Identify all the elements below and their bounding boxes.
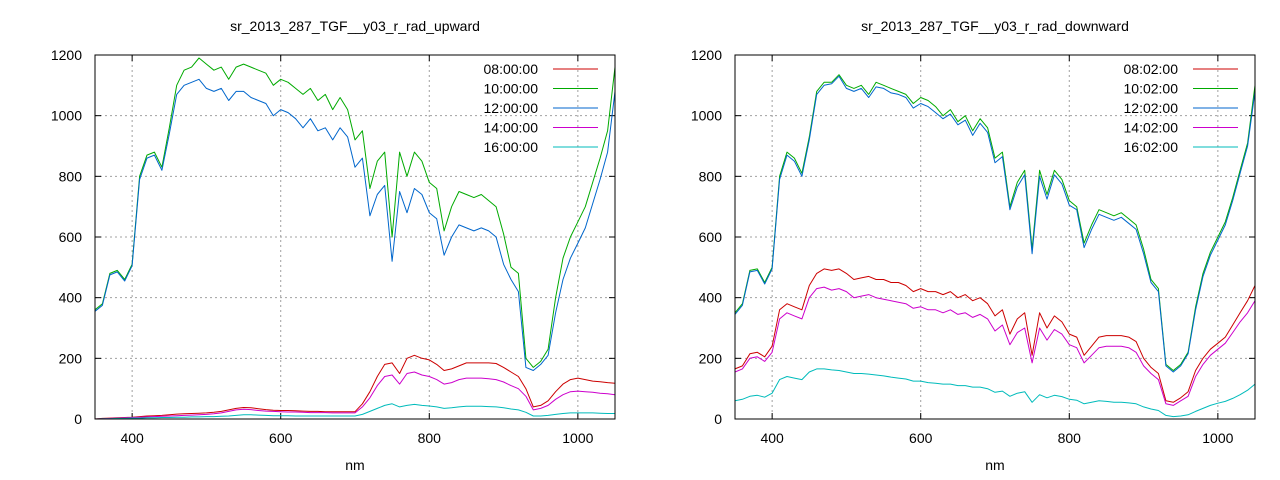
downward-radiance-chart-svg: sr_2013_287_TGF__y03_r_rad_downward 400 60… (691, 18, 1256, 473)
plot-frame (94, 54, 616, 420)
legend-label: 16:00:00 (484, 139, 539, 155)
x-tick-label: 800 (418, 430, 442, 446)
legend-label: 14:02:00 (1124, 120, 1179, 136)
series-line-140000 (94, 371, 616, 420)
y-tick-label: 200 (59, 350, 83, 366)
y-tick-label: 200 (699, 350, 723, 366)
series-line-120200 (734, 75, 1256, 373)
x-tick-label: 600 (909, 430, 933, 446)
y-tick-label: 800 (699, 168, 723, 184)
series-line-140200 (734, 286, 1256, 406)
upward-radiance-chart-svg: sr_2013_287_TGF__y03_r_rad_upward 400 600 8… (51, 18, 616, 473)
x-tick-label: 1000 (1202, 430, 1233, 446)
plot-frame (734, 54, 1256, 420)
y-tick-label: 0 (714, 411, 722, 427)
legend-label: 16:02:00 (1124, 139, 1179, 155)
series-line-100000 (94, 57, 616, 368)
y-tick-label: 600 (699, 229, 723, 245)
x-axis-label: nm (345, 457, 364, 473)
legend-label: 08:02:00 (1124, 61, 1179, 77)
x-axis-label: nm (985, 457, 1004, 473)
legend-label: 10:02:00 (1124, 81, 1179, 97)
y-tick-label: 1200 (691, 47, 722, 63)
chart-title: sr_2013_287_TGF__y03_r_rad_upward (230, 18, 480, 34)
upward-radiance-chart: sr_2013_287_TGF__y03_r_rad_upward 400 600 8… (51, 18, 616, 473)
x-tick-label: 800 (1058, 430, 1082, 446)
series-line-080200 (734, 268, 1256, 403)
downward-radiance-chart: sr_2013_287_TGF__y03_r_rad_downward 400 60… (640, 0, 1280, 480)
series-line-120000 (94, 78, 616, 371)
y-tick-label: 1200 (51, 47, 82, 63)
x-tick-label: 400 (120, 430, 144, 446)
series-line-160200 (734, 368, 1256, 418)
x-tick-label: 1000 (562, 430, 593, 446)
y-tick-label: 400 (699, 290, 723, 306)
y-tick-label: 0 (74, 411, 82, 427)
series-line-160000 (94, 403, 615, 420)
chart-title: sr_2013_287_TGF__y03_r_rad_downward (861, 18, 1129, 34)
x-tick-label: 400 (760, 430, 784, 446)
legend-label: 10:00:00 (484, 81, 539, 97)
y-tick-label: 1000 (51, 108, 82, 124)
series-line-080000 (94, 354, 616, 420)
y-tick-label: 1000 (691, 108, 722, 124)
y-tick-label: 800 (59, 168, 83, 184)
legend-label: 12:00:00 (484, 100, 539, 116)
y-tick-label: 400 (59, 290, 83, 306)
legend-label: 08:00:00 (484, 61, 539, 77)
legend-label: 12:02:00 (1124, 100, 1179, 116)
y-tick-label: 600 (59, 229, 83, 245)
x-tick-label: 600 (269, 430, 293, 446)
series-line-100200 (734, 74, 1256, 371)
legend-label: 14:00:00 (484, 120, 539, 136)
